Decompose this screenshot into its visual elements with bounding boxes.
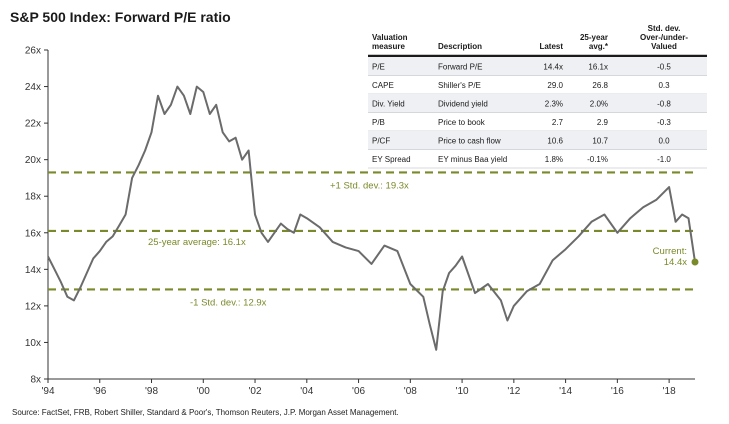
table-cell: Price to cash flow: [438, 137, 501, 146]
table-cell: 29.0: [547, 81, 563, 90]
y-tick-label: 12x: [25, 301, 41, 312]
table-cell: 2.7: [552, 118, 564, 127]
current-point: [691, 258, 699, 266]
table-cell: 1.8%: [545, 155, 563, 164]
table-cell: 2.9: [597, 118, 609, 127]
y-tick-label: 16x: [25, 228, 41, 239]
table-header-cell: avg.*: [589, 42, 609, 51]
table-header-cell: Valued: [651, 42, 677, 51]
table-header-cell: Valuation: [372, 33, 408, 42]
x-tick-label: '12: [507, 386, 520, 397]
x-tick-label: '04: [300, 386, 313, 397]
x-tick-label: '94: [41, 386, 54, 397]
table-cell: -0.5: [657, 63, 671, 72]
table-header-cell: 25-year: [580, 33, 608, 42]
table-cell: 10.7: [592, 137, 608, 146]
table-header-cell: Std. dev.: [648, 24, 681, 33]
source-note: Source: FactSet, FRB, Robert Shiller, St…: [12, 408, 399, 417]
reference-line-label: 25-year average: 16.1x: [148, 237, 246, 248]
y-tick-label: 26x: [25, 46, 41, 57]
table-body: P/E Forward P/E 14.4x 16.1x -0.5 CAPE Shiller'…: [368, 57, 707, 169]
table-cell: 2.0%: [590, 100, 608, 109]
table-cell: Shiller's P/E: [438, 81, 481, 90]
x-tick-label: '98: [145, 386, 158, 397]
y-tick-label: 22x: [25, 119, 41, 130]
current-label: Current:: [653, 246, 687, 257]
table-header-cell: Description: [438, 42, 482, 51]
table-cell: -1.0: [657, 155, 671, 164]
table-cell: 26.8: [592, 81, 608, 90]
table-cell: EY minus Baa yield: [438, 155, 507, 164]
table-header-cell: Over-/under-: [640, 33, 688, 42]
x-tick-label: '10: [456, 386, 469, 397]
table-cell: P/B: [372, 118, 385, 127]
x-tick-label: '00: [197, 386, 210, 397]
table-cell: CAPE: [372, 81, 394, 90]
chart-title: S&P 500 Index: Forward P/E ratio: [10, 9, 231, 25]
table-cell: 0.0: [658, 137, 670, 146]
x-tick-label: '02: [249, 386, 262, 397]
table-cell: Forward P/E: [438, 63, 482, 72]
x-tick-label: '14: [559, 386, 572, 397]
table-row-stripe: [368, 94, 707, 113]
y-tick-label: 10x: [25, 338, 41, 349]
x-tick-label: '08: [404, 386, 417, 397]
x-tick-label: '18: [663, 386, 676, 397]
table-cell: 14.4x: [543, 63, 563, 72]
y-tick-label: 20x: [25, 155, 41, 166]
table-cell: 2.3%: [545, 100, 563, 109]
axes: 8x 10x 12x 14x 16x 18x 20x 22x 24x 26x '94 '96 '98 '0…: [25, 46, 695, 397]
table-cell: P/CF: [372, 137, 390, 146]
table-cell: Price to book: [438, 118, 486, 127]
table-cell: -0.3: [657, 118, 671, 127]
y-tick-label: 8x: [30, 375, 41, 386]
current-value-label: 14.4x: [664, 257, 687, 268]
series-line: [47, 85, 696, 351]
reference-line-label: -1 Std. dev.: 12.9x: [190, 297, 267, 308]
table-cell: Dividend yield: [438, 100, 488, 109]
plot-area: Current:14.4x: [47, 85, 699, 351]
table-cell: 0.3: [658, 81, 670, 90]
table-row-stripe: [368, 131, 707, 150]
table-cell: EY Spread: [372, 155, 411, 164]
reference-lines: +1 Std. dev.: 19.3x 25-year average: 16.1…: [48, 171, 695, 308]
y-tick-label: 14x: [25, 265, 41, 276]
y-tick-label: 24x: [25, 82, 41, 93]
table-cell: 10.6: [547, 137, 563, 146]
table-cell: P/E: [372, 63, 385, 72]
y-tick-label: 18x: [25, 192, 41, 203]
table-cell: -0.1%: [587, 155, 608, 164]
x-tick-label: '06: [352, 386, 365, 397]
table-header-cell: Latest: [539, 42, 563, 51]
table-cell: 16.1x: [588, 63, 608, 72]
table-cell: Div. Yield: [372, 100, 405, 109]
x-tick-label: '16: [611, 386, 624, 397]
reference-line-label: +1 Std. dev.: 19.3x: [330, 180, 409, 191]
table-header-cell: measure: [372, 42, 405, 51]
table-cell: -0.8: [657, 100, 671, 109]
x-tick-label: '96: [93, 386, 106, 397]
table-row-stripe: [368, 57, 707, 76]
